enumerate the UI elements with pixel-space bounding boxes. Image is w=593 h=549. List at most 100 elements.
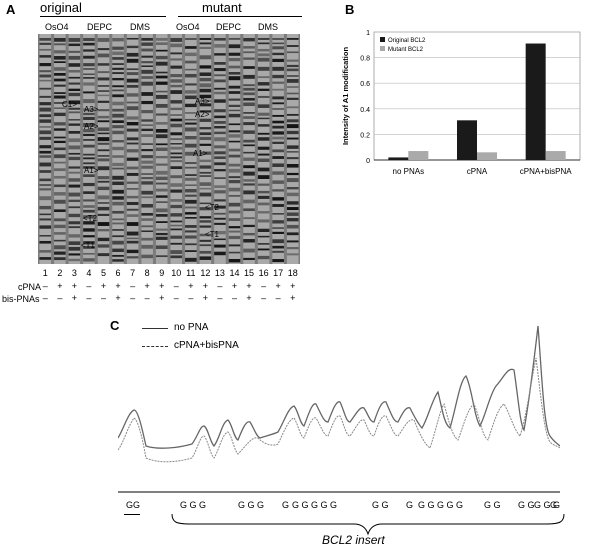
gel-band [243, 183, 255, 186]
gel-band [170, 166, 183, 170]
gel-band [199, 182, 212, 186]
gel-band [126, 249, 139, 254]
gel-band [286, 51, 299, 54]
gel-band [286, 145, 299, 149]
gel-band [257, 38, 270, 40]
gel-band [39, 48, 52, 51]
gel-mark-right: A1> [193, 149, 208, 158]
reagent-label: DMS [258, 22, 278, 32]
g-group-label: G [406, 500, 414, 510]
gel-band [97, 90, 110, 92]
gel-band [112, 196, 124, 200]
gel-band [257, 228, 270, 232]
gg-underline [124, 514, 140, 515]
gel-band [141, 38, 153, 41]
gel-band [155, 208, 168, 213]
g-group-label: G G G [534, 500, 561, 510]
gel-band [54, 56, 66, 60]
gel-band [228, 76, 241, 81]
gel-band [39, 126, 52, 128]
gel-band [97, 100, 110, 103]
gel-band [83, 235, 95, 238]
gel-lane [141, 34, 153, 264]
gel-band [68, 241, 81, 245]
cpna-sign: – [173, 281, 179, 291]
gel-band [272, 81, 284, 84]
gel-band [170, 160, 183, 163]
gel-band [214, 205, 226, 209]
gel-band [170, 175, 183, 179]
gel-band [272, 197, 284, 201]
gel-band [68, 166, 81, 169]
gel-band [68, 184, 81, 188]
gel-band [155, 94, 168, 99]
bar-mutant-bcl2 [545, 151, 566, 160]
gel-band [185, 38, 197, 40]
gel-band [54, 43, 66, 46]
gel-band [199, 77, 212, 82]
gel-band [243, 139, 255, 143]
gel-band [286, 151, 299, 153]
gel-band [286, 38, 299, 40]
gel-band [39, 218, 52, 221]
y-tick-label: 1 [366, 30, 370, 37]
gel-band [54, 112, 66, 117]
gel-mark-left: C1> [62, 100, 77, 109]
gel-band [155, 134, 168, 139]
gel-band [286, 97, 299, 100]
bispna-sign: – [100, 293, 106, 303]
bispna-sign: + [202, 293, 209, 303]
gel-band [228, 251, 241, 254]
gel-band [68, 221, 81, 225]
gel-band [39, 136, 52, 140]
gel-band [243, 102, 255, 107]
gel-band [54, 168, 66, 172]
gel-band [39, 107, 52, 112]
gel-band [286, 124, 299, 129]
gel-band [272, 102, 284, 105]
gel-band [257, 88, 270, 91]
gel-band [243, 66, 255, 69]
gel-band [214, 199, 226, 202]
gel-band [272, 107, 284, 110]
row-label-bispna: bis-PNAs [2, 294, 40, 304]
gel-band [257, 219, 270, 223]
gel-band [170, 107, 183, 111]
gel-band [112, 72, 124, 75]
gel-band [141, 254, 153, 259]
gel-band [39, 213, 52, 216]
gel-band [112, 113, 124, 118]
cpna-sign: + [144, 281, 150, 291]
gel-band [112, 222, 124, 225]
gel-band [286, 68, 299, 72]
gel-band [228, 210, 241, 214]
gel-band [286, 113, 299, 116]
gel-band [141, 143, 153, 145]
gel-band [286, 253, 299, 256]
gel-band [214, 79, 226, 83]
gel-band [126, 149, 139, 153]
legend-cpna-bispna: cPNA+bisPNA [174, 340, 239, 351]
gel-band [39, 70, 52, 73]
gel-band [272, 114, 284, 117]
gel-band [97, 237, 110, 242]
gel-band [112, 57, 124, 60]
bispna-sign: – [231, 293, 237, 303]
panel-c-label: C [110, 318, 120, 333]
bar-original-bcl2 [457, 120, 477, 160]
gel-band [83, 91, 95, 94]
gel-band [185, 217, 197, 219]
gel-band [272, 250, 284, 253]
bispna-sign: – [86, 293, 92, 303]
gel-band [112, 189, 124, 194]
gel-band [68, 100, 81, 105]
cpna-signs: – + + – + + – + + – + + – + + – + + [38, 281, 300, 293]
gel-band [54, 72, 66, 76]
gel-band [170, 65, 183, 69]
gel-band [199, 187, 212, 190]
cpna-sign: + [290, 281, 296, 291]
gel-band [272, 204, 284, 207]
gel-band [112, 229, 124, 231]
cpna-sign: + [246, 281, 252, 291]
gel-band [243, 38, 255, 42]
